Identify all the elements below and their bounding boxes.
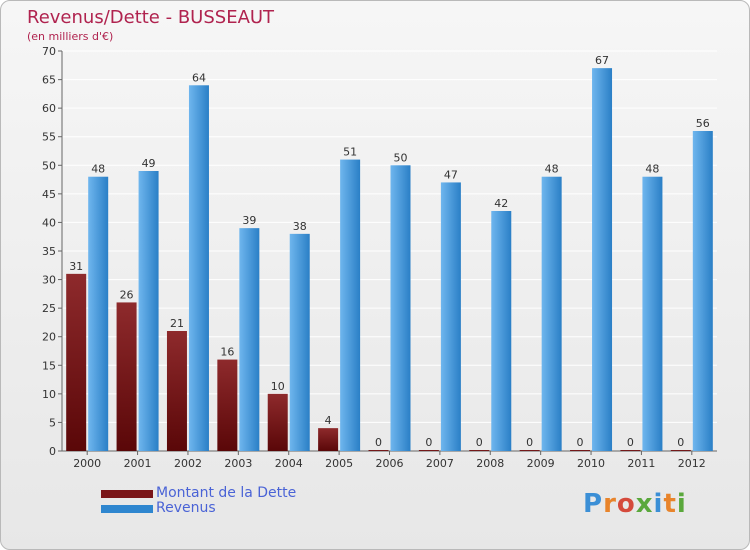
bar-dette — [267, 393, 288, 451]
bar-revenus — [692, 131, 713, 451]
x-tick-label: 2006 — [376, 457, 404, 470]
bar-dette — [620, 450, 641, 451]
y-tick-label: 20 — [42, 331, 56, 344]
y-tick-label: 35 — [42, 245, 56, 258]
data-label-dette: 16 — [220, 346, 234, 359]
bar-dette — [570, 450, 591, 451]
y-tick-label: 15 — [42, 359, 56, 372]
bar-dette — [166, 331, 187, 451]
x-tick-label: 2005 — [325, 457, 353, 470]
bar-revenus — [440, 182, 461, 451]
legend-swatch-revenus — [101, 505, 153, 513]
bar-revenus — [138, 171, 159, 451]
bar-dette — [116, 302, 137, 451]
data-label-dette: 0 — [375, 436, 382, 449]
data-label-dette: 0 — [425, 436, 432, 449]
data-label-revenus: 48 — [645, 163, 659, 176]
y-tick-label: 30 — [42, 274, 56, 287]
y-tick-label: 40 — [42, 216, 56, 229]
data-label-revenus: 38 — [293, 220, 307, 233]
data-label-revenus: 48 — [91, 163, 105, 176]
x-tick-label: 2009 — [527, 457, 555, 470]
y-tick-label: 10 — [42, 388, 56, 401]
bar-dette — [670, 450, 691, 451]
y-tick-label: 0 — [49, 445, 56, 458]
y-tick-label: 55 — [42, 131, 56, 144]
y-tick-label: 50 — [42, 159, 56, 172]
data-label-dette: 0 — [476, 436, 483, 449]
data-label-revenus: 49 — [142, 157, 156, 170]
data-label-revenus: 56 — [696, 117, 710, 130]
bar-dette — [217, 359, 238, 451]
bar-revenus — [239, 228, 260, 451]
data-label-revenus: 48 — [545, 163, 559, 176]
y-tick-label: 45 — [42, 188, 56, 201]
y-tick-label: 25 — [42, 302, 56, 315]
data-label-revenus: 42 — [494, 197, 508, 210]
bar-revenus — [88, 176, 109, 451]
data-label-dette: 10 — [271, 380, 285, 393]
proxiti-logo: Proxiti — [583, 489, 687, 519]
bar-dette — [469, 450, 490, 451]
data-label-dette: 0 — [577, 436, 584, 449]
data-label-dette: 26 — [120, 288, 134, 301]
bar-revenus — [289, 233, 310, 451]
chart-subtitle: (en milliers d'€) — [27, 30, 114, 43]
x-tick-label: 2004 — [275, 457, 303, 470]
legend-swatch-dette — [101, 490, 153, 498]
data-label-dette: 0 — [627, 436, 634, 449]
data-label-revenus: 67 — [595, 54, 609, 67]
x-tick-label: 2001 — [124, 457, 152, 470]
data-label-dette: 21 — [170, 317, 184, 330]
x-tick-label: 2003 — [224, 457, 252, 470]
data-label-dette: 0 — [526, 436, 533, 449]
chart-title: Revenus/Dette - BUSSEAUT — [27, 7, 275, 28]
data-label-dette: 0 — [677, 436, 684, 449]
x-tick-label: 2002 — [174, 457, 202, 470]
x-tick-label: 2010 — [577, 457, 605, 470]
bar-dette — [519, 450, 540, 451]
bar-dette — [418, 450, 439, 451]
bar-dette — [368, 450, 389, 451]
y-tick-label: 5 — [49, 416, 56, 429]
bar-revenus — [592, 68, 613, 452]
y-tick-label: 65 — [42, 74, 56, 87]
legend-label-dette: Montant de la Dette — [156, 485, 297, 501]
data-label-dette: 31 — [69, 260, 83, 273]
data-label-revenus: 47 — [444, 168, 458, 181]
bar-revenus — [642, 176, 663, 451]
x-tick-label: 2000 — [73, 457, 101, 470]
x-tick-label: 2011 — [627, 457, 655, 470]
legend-label-revenus: Revenus — [156, 500, 216, 516]
bar-revenus — [188, 85, 209, 452]
data-label-revenus: 50 — [394, 151, 408, 164]
bar-revenus — [390, 165, 411, 452]
x-tick-label: 2008 — [476, 457, 504, 470]
y-tick-label: 60 — [42, 102, 56, 115]
data-label-dette: 4 — [325, 414, 332, 427]
data-label-revenus: 39 — [242, 214, 256, 227]
x-tick-label: 2007 — [426, 457, 454, 470]
bar-revenus — [340, 159, 361, 452]
y-tick-label: 70 — [42, 45, 56, 58]
x-tick-label: 2012 — [678, 457, 706, 470]
bar-revenus — [491, 211, 512, 451]
bar-dette — [66, 273, 87, 451]
data-label-revenus: 64 — [192, 71, 206, 84]
data-label-revenus: 51 — [343, 146, 357, 159]
bar-revenus — [541, 176, 562, 451]
bar-dette — [318, 428, 339, 451]
